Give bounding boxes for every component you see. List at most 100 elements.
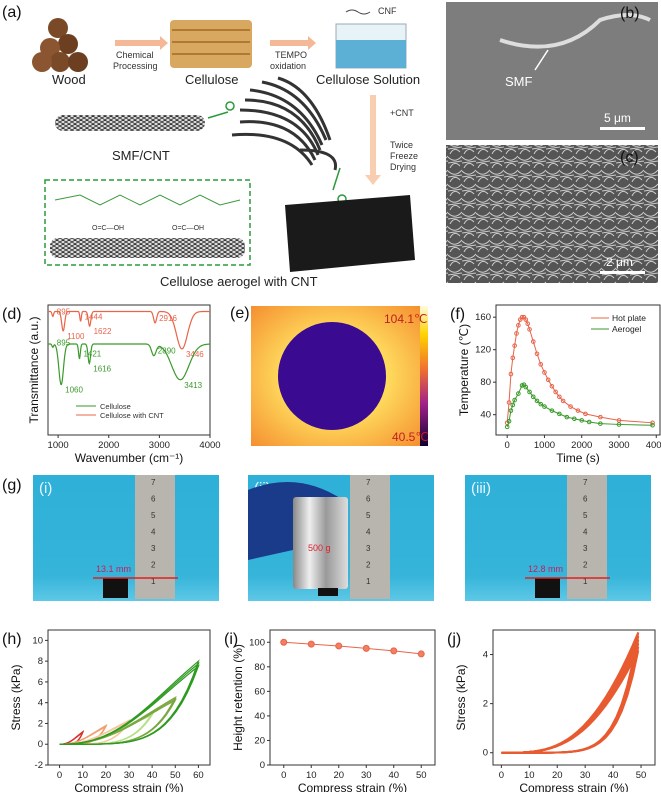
twice-label: Twice (390, 140, 413, 150)
data-point (534, 398, 540, 404)
y-tick-label: 2 (483, 699, 488, 710)
data-point (280, 638, 288, 646)
peak-label: 3413 (184, 381, 202, 390)
fiber-bundle-illustration (231, 76, 338, 171)
peak-label: 895 (57, 307, 71, 316)
panel-label-a: (a) (2, 4, 22, 21)
data-point (504, 424, 510, 430)
hysteresis-loop (501, 650, 640, 754)
panel-c-sem: (c) 2 μm (446, 145, 658, 283)
x-tick-label: 0 (281, 770, 286, 781)
x-tick-label: 4000 (199, 440, 220, 451)
data-point (510, 402, 516, 408)
panel-label-e: (e) (230, 305, 250, 322)
molecular-structure-box (44, 179, 251, 266)
data-point (519, 314, 525, 320)
x-tick-label: 1000 (534, 440, 555, 451)
legend-label: Cellulose (100, 402, 131, 411)
y-tick-label: -2 (35, 760, 43, 771)
y-tick-label: 100 (249, 637, 265, 648)
x-tick-label: 20 (333, 770, 344, 781)
data-point (583, 411, 588, 417)
data-point (564, 414, 570, 420)
smf-label: SMF (505, 74, 533, 89)
data-point (523, 384, 529, 390)
ruler-mark: 1 (366, 577, 371, 586)
peak-label: 1421 (83, 350, 101, 359)
x-tick-label: 60 (193, 770, 204, 781)
data-point (335, 642, 343, 650)
panel-label-i: (i) (224, 631, 238, 648)
panel-label-d: (d) (2, 306, 22, 323)
hysteresis-loop (501, 639, 640, 754)
x-axis-label: Wavenumber (cm⁻¹) (75, 451, 184, 465)
hysteresis-loop (501, 635, 640, 754)
data-point (534, 351, 540, 357)
ruler-mark: 2 (151, 561, 156, 570)
y-tick-label: 20 (254, 735, 265, 746)
x-axis-label: Compress strain (%) (298, 781, 407, 792)
x-tick-label: 3000 (149, 440, 170, 451)
data-point (512, 343, 517, 348)
y-tick-label: 40 (254, 711, 265, 722)
data-point (568, 404, 573, 409)
series-line (283, 641, 422, 655)
ruler-mark: 5 (583, 511, 588, 520)
height-label: 12.8 mm (528, 564, 563, 574)
processing-label: Processing (113, 61, 158, 71)
data-point (512, 397, 517, 403)
peak-label: 3446 (186, 350, 204, 359)
y-tick-label: 6 (38, 677, 43, 688)
carboxyl-label-2: O=C—OH (172, 225, 204, 232)
data-point (527, 389, 532, 395)
x-tick-label: 1000 (48, 440, 69, 451)
chart-f: (f) 0 1000 2000 3000 4000 40 80 120 160 Time (s) Te… (450, 304, 661, 465)
x-tick-label: 0 (57, 770, 62, 781)
cellulose-illustration (170, 20, 252, 68)
data-point (579, 418, 585, 423)
ruler-mark: 4 (366, 528, 371, 537)
data-point (508, 371, 514, 377)
x-tick-label: 0 (499, 770, 504, 781)
x-tick-label: 10 (524, 770, 535, 781)
chemical-label: Chemical (116, 50, 154, 60)
y-tick-label: 0 (38, 739, 43, 750)
scale-bar (600, 127, 645, 130)
data-point (506, 418, 512, 424)
aerogel-sample (535, 578, 560, 598)
ruler-mark: 7 (151, 478, 156, 487)
x-tick-label: 40 (608, 770, 619, 781)
data-point (527, 327, 532, 332)
y-tick-label: 10 (32, 635, 43, 646)
y-tick-label: 120 (475, 345, 491, 356)
data-point (557, 394, 562, 400)
panel-label-f: (f) (450, 306, 465, 323)
drying-label: Drying (390, 162, 416, 172)
x-tick-label: 30 (580, 770, 591, 781)
ruler-mark: 5 (366, 511, 371, 520)
data-point (598, 414, 603, 420)
cellulose-chain (54, 194, 241, 206)
cnt-tube-illustration-2 (50, 238, 245, 258)
panel-label-c: (c) (620, 149, 639, 166)
x-axis-label: Compress strain (%) (74, 781, 183, 792)
y-axis-label: Temperature (℃) (457, 324, 471, 416)
weight-cylinder (293, 497, 348, 589)
x-tick-label: 40 (388, 770, 399, 781)
compressed-aerogel (318, 588, 338, 596)
data-point (557, 411, 562, 417)
ruler-mark: 6 (366, 495, 371, 504)
data-point (575, 408, 581, 413)
peak-label: 1444 (85, 312, 103, 321)
plot-frame (269, 629, 436, 766)
ruler-mark: 3 (583, 544, 588, 553)
scale-label-b: 5 μm (604, 111, 631, 125)
data-point (598, 421, 603, 426)
ruler-mark: 7 (583, 478, 588, 487)
carboxyl-label-1: O=C—OH (92, 225, 124, 232)
photo-sublabel: (iii) (471, 480, 491, 497)
photo-sublabel: (i) (39, 480, 52, 497)
cnf-label: CNF (378, 6, 397, 16)
